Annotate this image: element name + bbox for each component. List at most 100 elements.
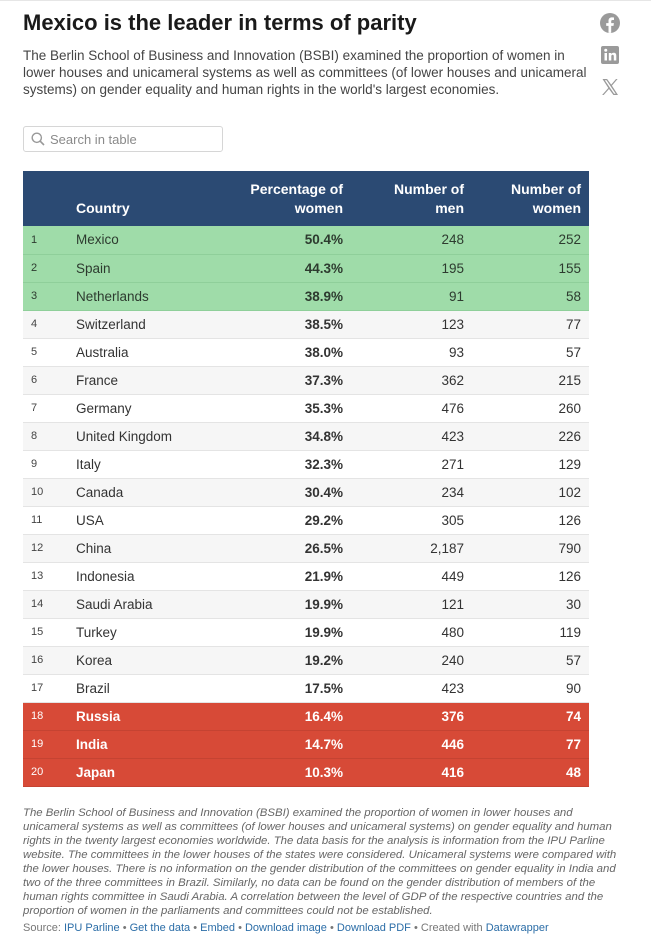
table-row: 14 Saudi Arabia 19.9% 121 30 xyxy=(23,590,589,619)
search-input[interactable] xyxy=(50,130,218,148)
column-header-country[interactable]: Country xyxy=(68,171,228,226)
number-women-cell: 77 xyxy=(472,730,589,759)
number-women-cell: 57 xyxy=(472,338,589,367)
number-women-cell: 102 xyxy=(472,478,589,507)
get-data-link[interactable]: Get the data xyxy=(129,922,191,934)
column-header-number-women[interactable]: Number of women xyxy=(472,171,589,226)
chart-description: The Berlin School of Business and Innova… xyxy=(23,48,587,97)
rank-cell: 8 xyxy=(23,422,68,451)
rank-cell: 7 xyxy=(23,394,68,423)
country-cell: Mexico xyxy=(68,226,228,255)
number-women-cell: 58 xyxy=(472,282,589,311)
country-cell: Netherlands xyxy=(68,282,228,311)
table-row: 18 Russia 16.4% 376 74 xyxy=(23,702,589,731)
download-image-link[interactable]: Download image xyxy=(244,922,327,934)
percentage-women-cell: 21.9% xyxy=(228,562,351,591)
number-women-cell: 30 xyxy=(472,590,589,619)
country-cell: Russia xyxy=(68,702,228,731)
rank-cell: 2 xyxy=(23,254,68,283)
rank-cell: 18 xyxy=(23,702,68,731)
table-row: 6 France 37.3% 362 215 xyxy=(23,366,589,395)
number-men-cell: 480 xyxy=(351,618,472,647)
number-women-cell: 74 xyxy=(472,702,589,731)
percentage-women-cell: 14.7% xyxy=(228,730,351,759)
number-men-cell: 423 xyxy=(351,422,472,451)
percentage-women-cell: 32.3% xyxy=(228,450,351,479)
number-men-cell: 248 xyxy=(351,226,472,255)
number-men-cell: 2,187 xyxy=(351,534,472,563)
rank-cell: 14 xyxy=(23,590,68,619)
linkedin-icon xyxy=(601,46,619,64)
country-cell: India xyxy=(68,730,228,759)
data-table: Country Percentage of women Number of men … xyxy=(23,171,589,787)
country-cell: Germany xyxy=(68,394,228,423)
linkedin-share-button[interactable] xyxy=(598,43,622,67)
number-women-cell: 119 xyxy=(472,618,589,647)
number-men-cell: 271 xyxy=(351,450,472,479)
country-cell: Spain xyxy=(68,254,228,283)
number-men-cell: 123 xyxy=(351,310,472,339)
number-men-cell: 234 xyxy=(351,478,472,507)
percentage-women-cell: 30.4% xyxy=(228,478,351,507)
country-cell: Korea xyxy=(68,646,228,675)
number-men-cell: 240 xyxy=(351,646,472,675)
percentage-women-cell: 10.3% xyxy=(228,758,351,787)
table-header-row: Country Percentage of women Number of men … xyxy=(23,171,589,226)
percentage-women-cell: 29.2% xyxy=(228,506,351,535)
country-cell: United Kingdom xyxy=(68,422,228,451)
table-row: 11 USA 29.2% 305 126 xyxy=(23,506,589,535)
percentage-women-cell: 50.4% xyxy=(228,226,351,255)
number-women-cell: 252 xyxy=(472,226,589,255)
column-header-number-men[interactable]: Number of men xyxy=(351,171,472,226)
country-cell: France xyxy=(68,366,228,395)
country-cell: Japan xyxy=(68,758,228,787)
country-cell: USA xyxy=(68,506,228,535)
download-pdf-link[interactable]: Download PDF xyxy=(336,922,411,934)
number-men-cell: 195 xyxy=(351,254,472,283)
number-women-cell: 126 xyxy=(472,506,589,535)
percentage-women-cell: 16.4% xyxy=(228,702,351,731)
rank-cell: 6 xyxy=(23,366,68,395)
rank-cell: 10 xyxy=(23,478,68,507)
number-men-cell: 376 xyxy=(351,702,472,731)
datawrapper-link[interactable]: Datawrapper xyxy=(485,922,549,934)
footer-separator: • xyxy=(413,922,418,934)
table-row: 20 Japan 10.3% 416 48 xyxy=(23,758,589,787)
table-row: 15 Turkey 19.9% 480 119 xyxy=(23,618,589,647)
percentage-women-cell: 34.8% xyxy=(228,422,351,451)
rank-cell: 9 xyxy=(23,450,68,479)
footnote-text: The Berlin School of Business and Innova… xyxy=(23,807,617,917)
country-cell: Australia xyxy=(68,338,228,367)
x-icon xyxy=(602,79,618,95)
country-cell: Brazil xyxy=(68,674,228,703)
created-with-label: Created with xyxy=(420,922,483,934)
country-cell: Indonesia xyxy=(68,562,228,591)
column-header-percentage-women[interactable]: Percentage of women xyxy=(228,171,351,226)
number-men-cell: 121 xyxy=(351,590,472,619)
column-header-rank[interactable] xyxy=(23,171,68,226)
rank-cell: 12 xyxy=(23,534,68,563)
rank-cell: 1 xyxy=(23,226,68,255)
table-row: 7 Germany 35.3% 476 260 xyxy=(23,394,589,423)
table-row: 12 China 26.5% 2,187 790 xyxy=(23,534,589,563)
percentage-women-cell: 19.9% xyxy=(228,590,351,619)
table-row: 3 Netherlands 38.9% 91 58 xyxy=(23,282,589,311)
x-share-button[interactable] xyxy=(598,75,622,99)
number-men-cell: 91 xyxy=(351,282,472,311)
source-link[interactable]: IPU Parline xyxy=(63,922,120,934)
number-men-cell: 416 xyxy=(351,758,472,787)
table-search[interactable] xyxy=(23,126,223,152)
number-men-cell: 446 xyxy=(351,730,472,759)
table-row: 5 Australia 38.0% 93 57 xyxy=(23,338,589,367)
percentage-women-cell: 38.9% xyxy=(228,282,351,311)
facebook-share-button[interactable] xyxy=(598,11,622,35)
embed-link[interactable]: Embed xyxy=(200,922,235,934)
footer-separator: • xyxy=(238,922,242,934)
number-women-cell: 126 xyxy=(472,562,589,591)
table-row: 9 Italy 32.3% 271 129 xyxy=(23,450,589,479)
percentage-women-cell: 38.5% xyxy=(228,310,351,339)
percentage-women-cell: 35.3% xyxy=(228,394,351,423)
number-women-cell: 215 xyxy=(472,366,589,395)
rank-cell: 4 xyxy=(23,310,68,339)
rank-cell: 5 xyxy=(23,338,68,367)
